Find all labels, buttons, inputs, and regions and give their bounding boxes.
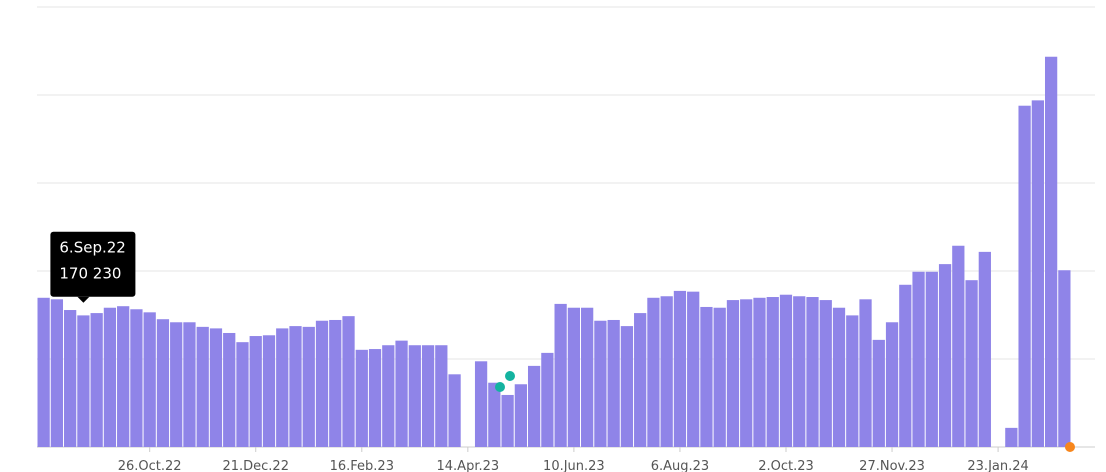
- bar: [581, 307, 594, 447]
- bar: [527, 365, 541, 447]
- bar: [952, 245, 965, 447]
- bar: [978, 251, 991, 447]
- bar: [488, 382, 501, 447]
- bar: [501, 394, 514, 447]
- bar: [859, 299, 872, 447]
- bar: [289, 326, 302, 447]
- bar: [382, 345, 395, 447]
- bar: [700, 306, 713, 447]
- bar: [276, 328, 289, 447]
- bar: [1018, 105, 1031, 447]
- bar: [965, 280, 978, 447]
- bar: [514, 384, 527, 447]
- bar: [474, 361, 488, 447]
- bar: [912, 271, 925, 447]
- bar: [342, 316, 355, 447]
- bar: [156, 319, 170, 447]
- tooltip: 6.Sep.22 170 230: [50, 231, 136, 303]
- bar: [143, 312, 156, 447]
- bar: [329, 319, 342, 447]
- bar: [567, 307, 581, 447]
- event-marker[interactable]: [495, 382, 505, 392]
- bar: [368, 349, 382, 447]
- bar: [660, 296, 673, 447]
- bar: [594, 320, 607, 447]
- bar: [117, 306, 130, 447]
- bar: [793, 296, 806, 447]
- bar: [634, 313, 647, 447]
- bar: [236, 342, 249, 447]
- bar: [395, 340, 408, 447]
- bar: [832, 307, 846, 447]
- bar: [130, 309, 143, 447]
- bar: [673, 290, 687, 447]
- event-marker[interactable]: [505, 371, 515, 381]
- bar: [899, 284, 912, 447]
- x-tick-label: 2.Oct.23: [758, 459, 814, 472]
- bar: [872, 339, 885, 447]
- bar: [355, 349, 368, 447]
- x-tick-label: 26.Oct.22: [118, 459, 182, 472]
- bar: [806, 297, 819, 447]
- bar: [37, 297, 50, 447]
- bar: [713, 307, 726, 447]
- bar: [766, 297, 779, 447]
- bar: [103, 307, 117, 447]
- bar: [64, 310, 77, 447]
- x-tick-label: 16.Feb.23: [330, 459, 394, 472]
- end-marker[interactable]: [1065, 442, 1075, 452]
- bar: [620, 326, 634, 447]
- bar: [925, 271, 938, 447]
- bar: [554, 303, 567, 447]
- bar: [726, 300, 740, 447]
- tooltip-box: [50, 231, 136, 297]
- bar: [938, 264, 952, 447]
- bar: [607, 319, 620, 447]
- bar: [819, 300, 832, 447]
- bar: [196, 326, 209, 447]
- bar: [779, 294, 793, 447]
- bar: [740, 299, 753, 447]
- bar: [687, 291, 700, 447]
- x-tick-label: 10.Jun.23: [543, 459, 605, 472]
- tooltip-value: 170 230: [59, 265, 121, 283]
- x-tick-label: 23.Jan.24: [967, 459, 1028, 472]
- bar: [302, 326, 315, 447]
- bar: [249, 336, 262, 447]
- bar: [448, 374, 461, 447]
- bar: [90, 313, 103, 447]
- bar: [50, 299, 64, 447]
- bar: [183, 322, 196, 447]
- bar: [1058, 270, 1071, 447]
- bar: [1005, 427, 1018, 447]
- bar: [315, 320, 329, 447]
- x-tick-label: 6.Aug.23: [651, 459, 709, 472]
- tooltip-pointer: [77, 296, 90, 303]
- x-tick-label: 27.Nov.23: [859, 459, 925, 472]
- x-tick-label: 14.Apr.23: [437, 459, 500, 472]
- bar: [408, 345, 421, 447]
- bar: [421, 345, 435, 447]
- bar: [541, 352, 554, 447]
- bar: [1031, 100, 1044, 448]
- bar: [77, 315, 90, 447]
- bar: [885, 322, 899, 447]
- tooltip-date: 6.Sep.22: [59, 239, 125, 257]
- bar: [209, 328, 223, 447]
- x-tick-label: 21.Dec.22: [222, 459, 289, 472]
- bar: [1044, 56, 1058, 447]
- bar: [647, 297, 660, 447]
- bar: [846, 315, 859, 447]
- bar: [262, 335, 276, 447]
- bar: [435, 345, 448, 447]
- bar: [223, 332, 236, 447]
- bar: [170, 322, 183, 447]
- bar: [753, 297, 766, 447]
